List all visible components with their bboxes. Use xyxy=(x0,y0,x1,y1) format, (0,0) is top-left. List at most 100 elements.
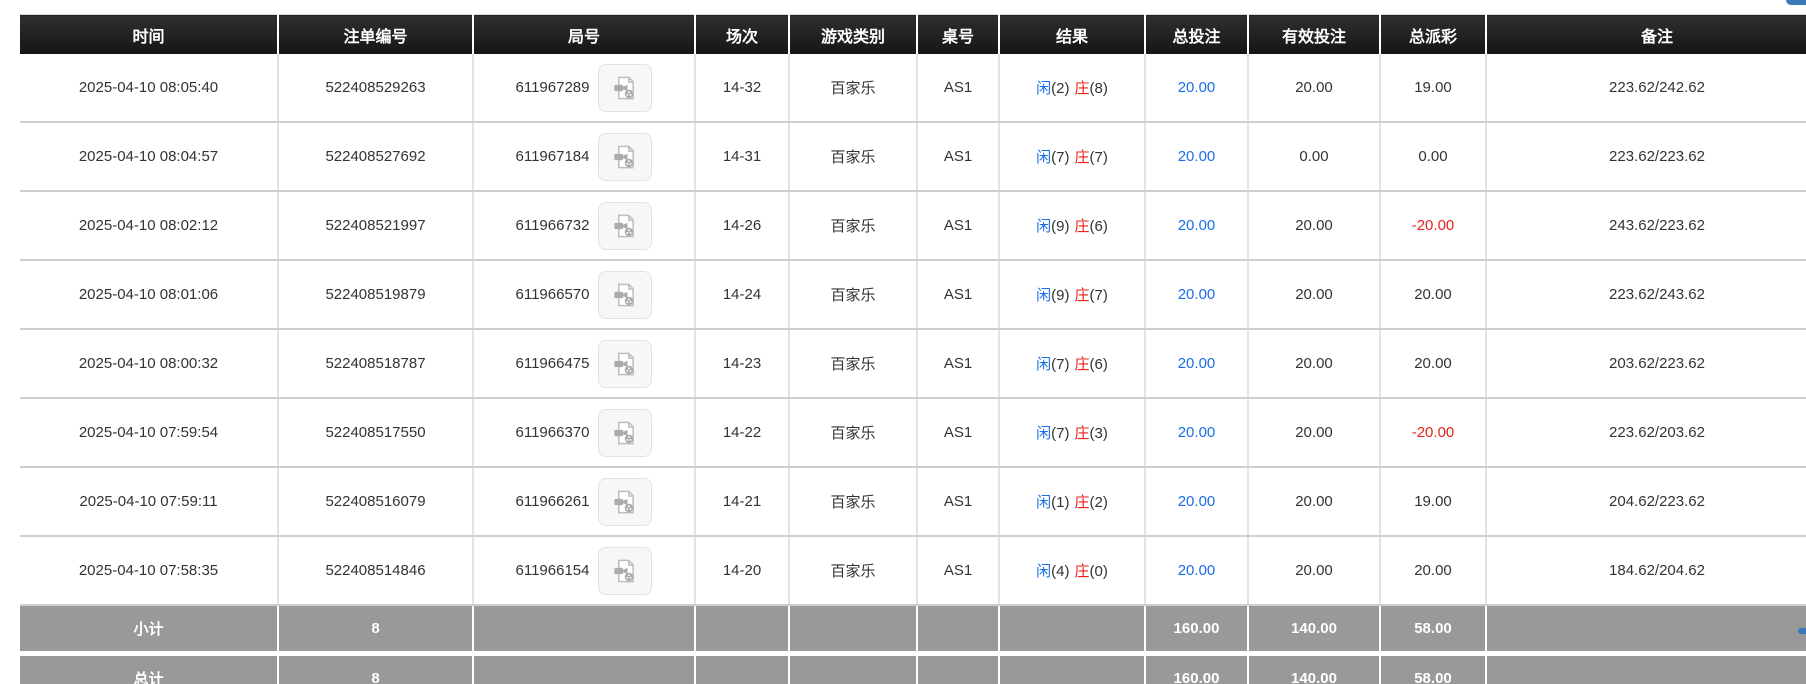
table-no-cell: AS1 xyxy=(917,398,1000,468)
player-result-score: (1) xyxy=(1051,494,1070,511)
payout-cell: 19.00 xyxy=(1380,54,1487,123)
table-header: 时间 注单编号 局号 场次 游戏类别 桌号 结果 总投注 有效投注 xyxy=(20,14,1806,54)
remark-cell: 223.62/223.62 xyxy=(1486,122,1806,192)
round-id-value: 611966154 xyxy=(515,562,590,579)
remark-cell: 223.62/203.62 xyxy=(1486,398,1806,468)
summary-row: 总计 8 160.00 140.00 58.00 xyxy=(20,651,1806,684)
video-replay-button[interactable] xyxy=(598,477,653,526)
table-body: 2025-04-10 08:05:40 522408529263 6119672… xyxy=(20,54,1806,606)
summary-label-cell: 总计 xyxy=(20,651,279,684)
round-id-cell: 611967289 xyxy=(473,54,696,123)
session-cell: 14-24 xyxy=(695,260,790,330)
payout-cell: 20.00 xyxy=(1380,329,1487,399)
summary-row: 小计 8 160.00 140.00 58.00 xyxy=(20,605,1806,654)
column-header: 局号 xyxy=(473,14,696,54)
total-bet-cell: 20.00 xyxy=(1145,122,1249,192)
session-cell: 14-20 xyxy=(695,536,790,606)
player-result-label: 闲 xyxy=(1036,494,1052,511)
bet-id-cell: 522408527692 xyxy=(278,122,474,192)
result-cell: 闲(4) 庄(0) xyxy=(999,536,1146,606)
summary-empty-cell xyxy=(473,651,696,684)
game-type-cell: 百家乐 xyxy=(789,536,918,606)
player-result-score: (4) xyxy=(1051,563,1070,580)
total-bet-link[interactable]: 20.00 xyxy=(1177,79,1216,96)
game-type-cell: 百家乐 xyxy=(789,260,918,330)
player-result-label: 闲 xyxy=(1036,218,1052,235)
table-no-cell: AS1 xyxy=(917,260,1000,330)
time-cell: 2025-04-10 07:59:54 xyxy=(20,398,279,468)
game-type-cell: 百家乐 xyxy=(789,122,918,192)
valid-bet-cell: 0.00 xyxy=(1248,122,1381,192)
total-bet-link[interactable]: 20.00 xyxy=(1177,148,1216,165)
round-id-value: 611966370 xyxy=(515,424,590,441)
remark-cell: 203.62/223.62 xyxy=(1486,329,1806,399)
total-bet-link[interactable]: 20.00 xyxy=(1177,424,1216,441)
summary-total-bet-cell: 160.00 xyxy=(1145,605,1249,654)
total-bet-link[interactable]: 20.00 xyxy=(1177,562,1216,579)
video-replay-button[interactable] xyxy=(598,270,653,319)
video-replay-button[interactable] xyxy=(598,408,653,457)
round-id-cell: 611966154 xyxy=(473,536,696,606)
video-replay-button[interactable] xyxy=(598,63,653,112)
payout-cell: -20.00 xyxy=(1380,191,1487,261)
summary-empty-cell xyxy=(999,651,1146,684)
table-row: 2025-04-10 08:05:40 522408529263 6119672… xyxy=(20,54,1806,123)
summary-payout-cell: 58.00 xyxy=(1380,651,1487,684)
summary-count-cell: 8 xyxy=(278,651,474,684)
bet-id-cell: 522408518787 xyxy=(278,329,474,399)
table-row: 2025-04-10 07:59:54 522408517550 6119663… xyxy=(20,398,1806,468)
column-header: 场次 xyxy=(695,14,790,54)
session-cell: 14-31 xyxy=(695,122,790,192)
summary-empty-cell xyxy=(789,651,918,684)
cut-off-blue-button-bottom[interactable] xyxy=(1798,628,1806,634)
summary-empty-cell xyxy=(789,605,918,654)
bet-id-cell: 522408517550 xyxy=(278,398,474,468)
player-result-label: 闲 xyxy=(1036,287,1052,304)
bet-id-cell: 522408519879 xyxy=(278,260,474,330)
round-id-value: 611966261 xyxy=(515,493,590,510)
round-id-cell: 611966261 xyxy=(473,467,696,537)
remark-cell: 243.62/223.62 xyxy=(1486,191,1806,261)
player-result-label: 闲 xyxy=(1036,563,1052,580)
total-bet-cell: 20.00 xyxy=(1145,536,1249,606)
video-replay-button[interactable] xyxy=(598,339,653,388)
time-cell: 2025-04-10 07:59:11 xyxy=(20,467,279,537)
total-bet-cell: 20.00 xyxy=(1145,191,1249,261)
total-bet-link[interactable]: 20.00 xyxy=(1177,286,1216,303)
cut-off-blue-button-top[interactable] xyxy=(1786,0,1806,5)
video-replay-button[interactable] xyxy=(598,201,653,250)
banker-result-score: (8) xyxy=(1089,80,1108,97)
bet-id-cell: 522408521997 xyxy=(278,191,474,261)
result-cell: 闲(7) 庄(7) xyxy=(999,122,1146,192)
round-id-cell: 611966370 xyxy=(473,398,696,468)
payout-cell: 0.00 xyxy=(1380,122,1487,192)
round-id-value: 611966732 xyxy=(515,217,590,234)
player-result-score: (7) xyxy=(1051,356,1070,373)
video-file-icon xyxy=(610,349,640,379)
total-bet-link[interactable]: 20.00 xyxy=(1177,493,1216,510)
bet-records-table: 时间 注单编号 局号 场次 游戏类别 桌号 结果 总投注 有效投注 xyxy=(20,14,1806,684)
video-replay-button[interactable] xyxy=(598,546,653,595)
total-bet-link[interactable]: 20.00 xyxy=(1177,217,1216,234)
round-id-cell: 611966570 xyxy=(473,260,696,330)
payout-cell: 19.00 xyxy=(1380,467,1487,537)
table-row: 2025-04-10 08:02:12 522408521997 6119667… xyxy=(20,191,1806,261)
round-id-cell: 611967184 xyxy=(473,122,696,192)
column-header: 备注 xyxy=(1486,14,1806,54)
remark-cell: 223.62/242.62 xyxy=(1486,54,1806,123)
game-type-cell: 百家乐 xyxy=(789,398,918,468)
video-file-icon xyxy=(610,556,640,586)
video-file-icon xyxy=(610,487,640,517)
video-file-icon xyxy=(610,142,640,172)
bet-id-cell: 522408514846 xyxy=(278,536,474,606)
summary-empty-cell xyxy=(695,605,790,654)
video-file-icon xyxy=(610,211,640,241)
round-id-value: 611966570 xyxy=(515,286,590,303)
game-type-cell: 百家乐 xyxy=(789,467,918,537)
total-bet-link[interactable]: 20.00 xyxy=(1177,355,1216,372)
video-replay-button[interactable] xyxy=(598,132,653,181)
summary-label-cell: 小计 xyxy=(20,605,279,654)
banker-result-label: 庄 xyxy=(1074,149,1090,166)
result-cell: 闲(7) 庄(6) xyxy=(999,329,1146,399)
bet-id-cell: 522408516079 xyxy=(278,467,474,537)
